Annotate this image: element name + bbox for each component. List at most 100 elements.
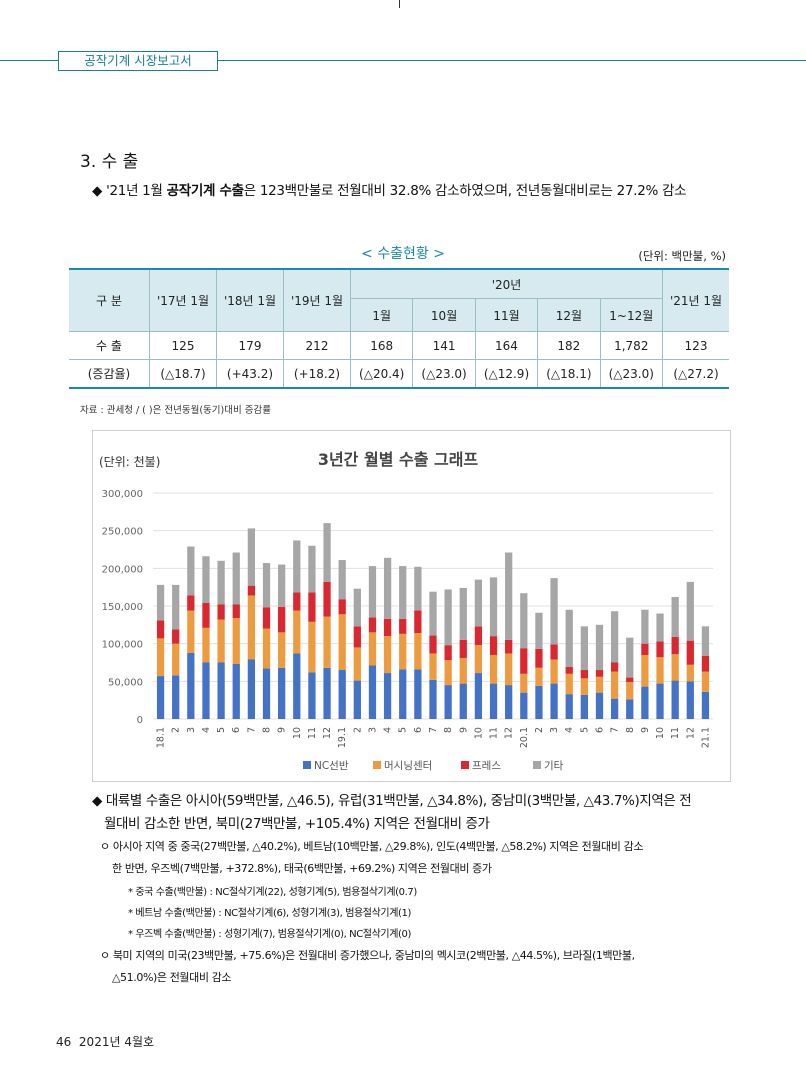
bar-segment bbox=[232, 552, 240, 605]
bar-segment bbox=[293, 592, 301, 611]
legend-label: 프레스 bbox=[472, 760, 501, 772]
bar-segment bbox=[187, 610, 195, 653]
bar-segment bbox=[308, 545, 316, 593]
bar-segment bbox=[626, 682, 634, 700]
bar-segment bbox=[368, 566, 377, 618]
bar-segment bbox=[505, 685, 513, 719]
table-unit: (단위: 백만불, %) bbox=[638, 249, 726, 263]
bar-segment bbox=[156, 584, 165, 621]
bar-segment bbox=[671, 596, 679, 637]
bar-segment bbox=[217, 662, 225, 719]
x-tick-label: 12 bbox=[504, 727, 515, 739]
bar-segment bbox=[610, 611, 619, 663]
bar-segment bbox=[429, 635, 437, 654]
y-tick-label: 100,000 bbox=[102, 640, 143, 651]
bar-segment bbox=[595, 692, 604, 719]
bar-segment bbox=[610, 671, 619, 699]
x-tick-label: 6 bbox=[231, 727, 242, 733]
bar-segment bbox=[444, 685, 452, 719]
page-footer: 46 2021년 4월호 bbox=[56, 1033, 154, 1050]
legend-swatch bbox=[533, 761, 541, 769]
bar-segment bbox=[550, 644, 558, 660]
bar-segment bbox=[262, 628, 271, 669]
bar-segment bbox=[429, 679, 437, 719]
legend-swatch bbox=[303, 761, 311, 769]
bar-segment bbox=[686, 681, 694, 719]
issue-label: 2021년 4월호 bbox=[78, 1035, 155, 1049]
bar-segment bbox=[520, 648, 528, 674]
table-cell: (△18.1) bbox=[537, 359, 601, 389]
table-row: (증감율) (△18.7) (+43.2) (+18.2) (△20.4) (△… bbox=[69, 359, 729, 389]
x-tick-label: 5 bbox=[216, 727, 227, 733]
x-tick-label: 2 bbox=[352, 727, 363, 733]
bar-segment bbox=[701, 691, 710, 719]
x-tick-label: 12 bbox=[685, 727, 696, 739]
y-tick-label: 300,000 bbox=[102, 489, 143, 500]
bar-segment bbox=[459, 657, 467, 684]
bar-segment bbox=[489, 636, 498, 655]
bar-segment bbox=[489, 683, 498, 719]
x-tick-label: 10 bbox=[292, 727, 303, 739]
bar-segment bbox=[399, 618, 407, 634]
bar-segment bbox=[383, 636, 392, 674]
header-rule bbox=[0, 60, 806, 61]
legend-label: 기타 bbox=[544, 760, 564, 772]
bar-segment bbox=[278, 667, 286, 719]
bar-segment bbox=[278, 606, 286, 633]
bar-segment bbox=[686, 581, 694, 641]
bar-segment bbox=[338, 614, 346, 671]
y-tick-label: 50,000 bbox=[108, 677, 143, 688]
bar-segment bbox=[414, 669, 422, 719]
bar-segment bbox=[505, 653, 513, 686]
export-table: 구 분 '17년 1월 '18년 1월 '19년 1월 '20년 '21년 1월… bbox=[69, 268, 729, 389]
bar-segment bbox=[278, 632, 286, 668]
note-china: * 중국 수출(백만불) : NC절삭기계(22), 성형기계(5), 범용절삭… bbox=[128, 887, 417, 898]
bar-segment bbox=[444, 645, 452, 661]
table-header-month: 1월 bbox=[350, 298, 414, 332]
bar-segment bbox=[202, 556, 210, 603]
bar-segment bbox=[444, 660, 452, 686]
bar-segment bbox=[474, 673, 483, 719]
bar-segment bbox=[474, 626, 483, 646]
table-source-note: 자료 : 관세청 / ( )은 전년동월(동기)대비 증감률 bbox=[80, 405, 271, 416]
na-line2: △51.0%)은 전월대비 감소 bbox=[112, 971, 232, 984]
bar-segment bbox=[323, 523, 331, 582]
bar-segment bbox=[580, 694, 588, 719]
bar-segment bbox=[550, 659, 558, 684]
bar-segment bbox=[641, 609, 649, 644]
x-tick-label: 3 bbox=[367, 727, 378, 733]
bar-segment bbox=[565, 694, 573, 719]
x-tick-label: 6 bbox=[413, 727, 424, 733]
bar-segment bbox=[505, 552, 513, 640]
table-header-2020: '20년 bbox=[350, 268, 663, 299]
row-label: 수 출 bbox=[69, 331, 150, 360]
y-tick-label: 150,000 bbox=[102, 602, 143, 613]
bar-segment bbox=[202, 627, 210, 663]
bar-segment bbox=[262, 668, 271, 719]
table-cell: (△20.4) bbox=[349, 359, 414, 389]
table-cell: 125 bbox=[149, 331, 217, 360]
x-tick-label: 4 bbox=[564, 727, 575, 733]
bar-segment bbox=[383, 618, 392, 637]
table-cell: 168 bbox=[349, 331, 414, 360]
bar-segment bbox=[610, 698, 619, 719]
bar-segment bbox=[686, 664, 694, 682]
x-tick-label: 2 bbox=[534, 727, 545, 733]
x-tick-label: 11 bbox=[489, 727, 500, 739]
page-number: 46 bbox=[56, 1035, 72, 1049]
y-tick-label: 250,000 bbox=[102, 527, 143, 538]
summary-bullet: ◆ '21년 1월 공작기계 수출은 123백만불로 전월대비 32.8% 감소… bbox=[92, 183, 687, 199]
bar-segment bbox=[489, 654, 498, 684]
table-cell: (△23.0) bbox=[599, 359, 664, 389]
bar-segment bbox=[156, 638, 165, 677]
x-tick-label: 5 bbox=[579, 727, 590, 733]
bar-segment bbox=[505, 639, 513, 654]
table-cell: 141 bbox=[412, 331, 476, 360]
x-tick-label: 2 bbox=[171, 727, 182, 733]
bar-segment bbox=[535, 685, 543, 719]
table-header-year: '18년 1월 bbox=[216, 268, 284, 332]
table-header-2021: '21년 1월 bbox=[662, 268, 729, 332]
bar-segment bbox=[353, 626, 361, 648]
table-caption: < 수출현황 > bbox=[361, 246, 445, 262]
x-tick-label: 7 bbox=[246, 727, 257, 733]
